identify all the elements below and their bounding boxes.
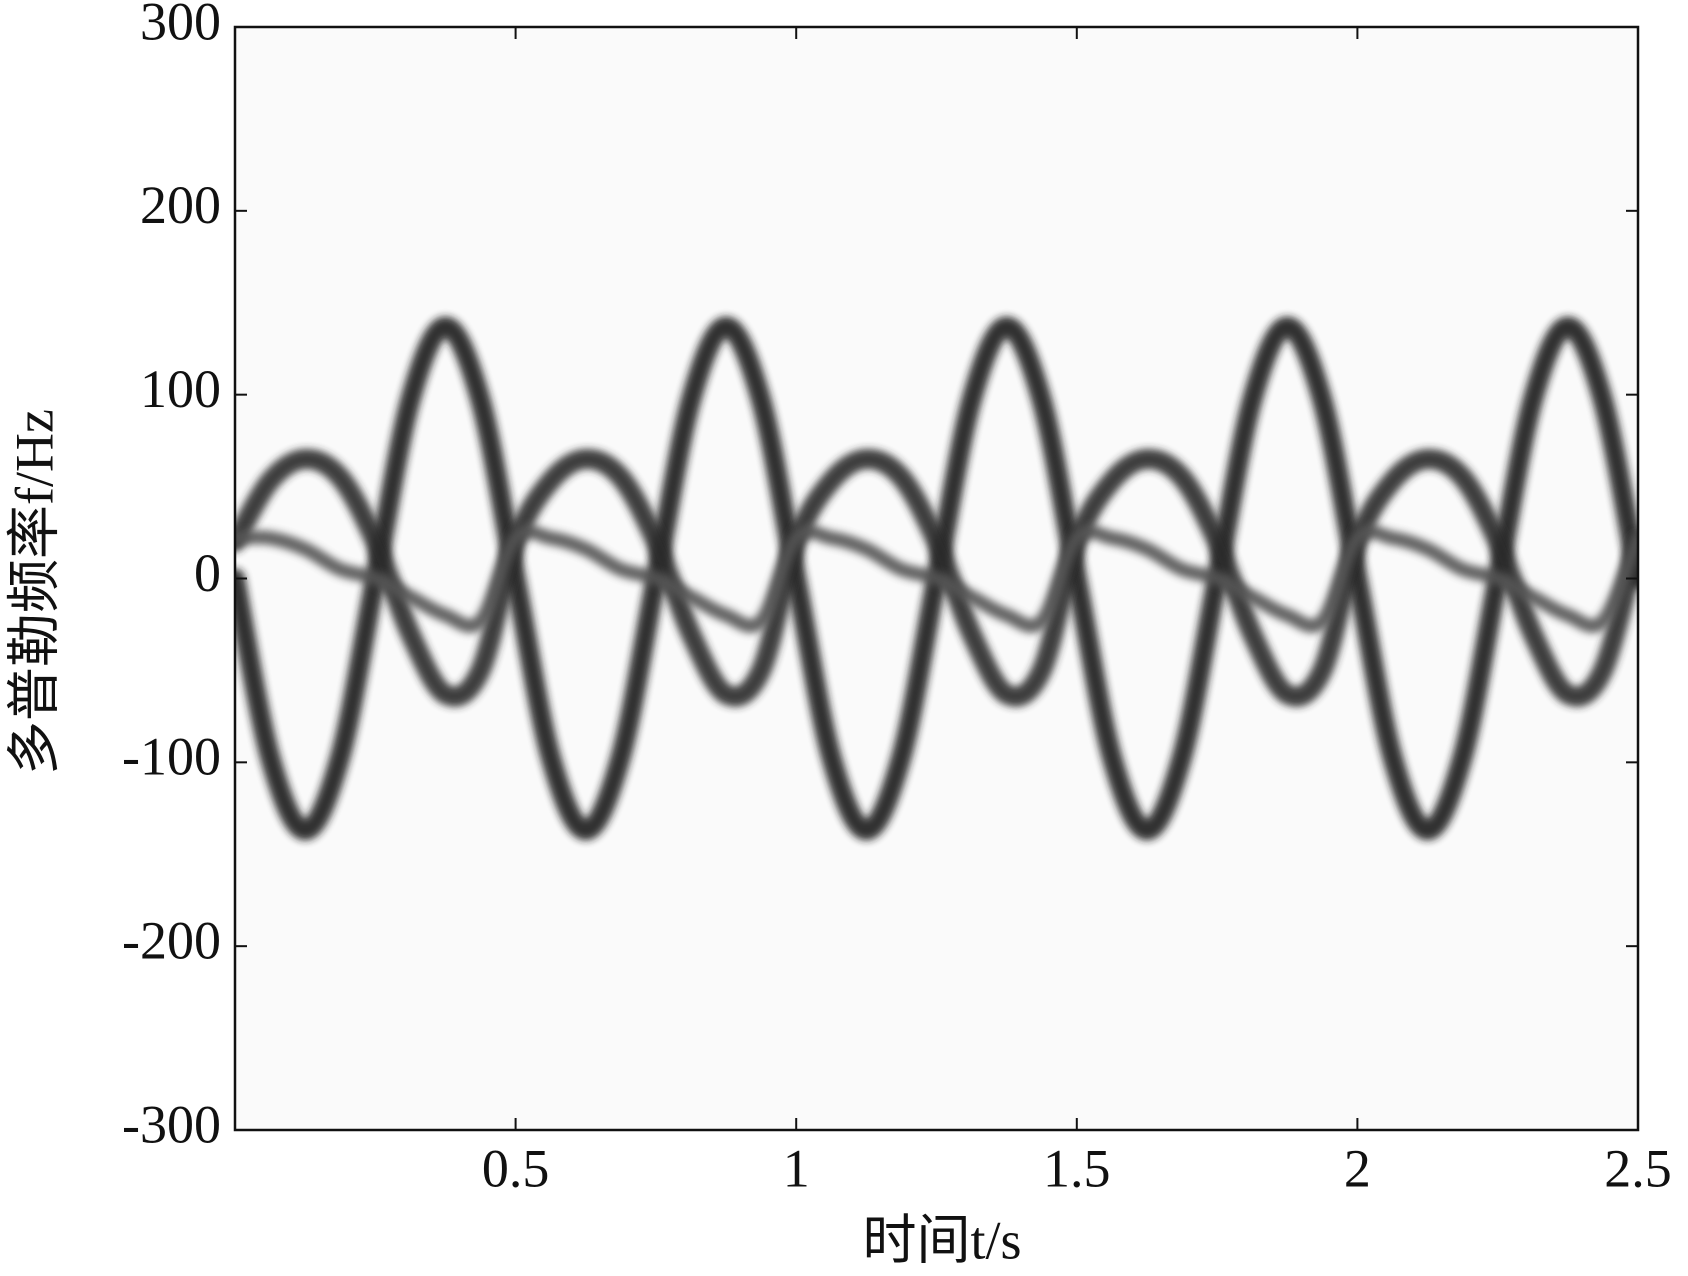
y-tick-label: 200 [140,175,221,235]
y-axis-label: 多普勒频率f/Hz [4,409,64,775]
x-axis-label: 时间t/s [862,1210,1021,1270]
x-tick-label: 2 [1344,1138,1371,1198]
x-tick-label: 1 [783,1138,810,1198]
y-tick-label: -200 [122,911,221,971]
y-tick-label: 0 [194,543,221,603]
y-tick-label: 100 [140,359,221,419]
x-tick-label: 0.5 [482,1138,550,1198]
spectral-curve [235,449,1638,707]
curves [235,316,1638,841]
y-tick-label: -300 [122,1094,221,1154]
spectral-curve [235,524,1638,633]
x-tick-label: 2.5 [1604,1138,1672,1198]
y-tick-label: -100 [122,727,221,787]
x-tick-label: 1.5 [1043,1138,1111,1198]
y-tick-label: 300 [140,0,221,51]
